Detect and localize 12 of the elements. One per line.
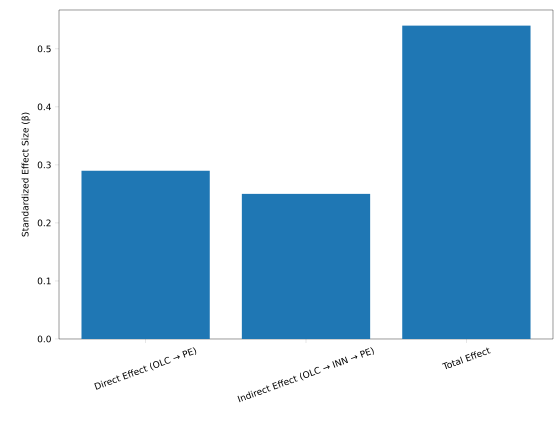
y-axis-title: Standardized Effect Size (β) bbox=[22, 112, 30, 236]
x-tick-label: Total Effect bbox=[442, 348, 491, 370]
y-tick-label: 0.1 bbox=[38, 278, 51, 284]
y-tick-label: 0.4 bbox=[38, 103, 51, 110]
bar bbox=[402, 26, 531, 339]
x-tick-label: Direct Effect (OLC → PE) bbox=[94, 347, 196, 390]
bar bbox=[242, 194, 370, 339]
y-tick-label: 0.0 bbox=[38, 336, 51, 342]
y-tick-label: 0.5 bbox=[38, 45, 51, 52]
bar bbox=[81, 170, 210, 339]
y-tick-label: 0.3 bbox=[38, 162, 51, 168]
y-tick-label: 0.2 bbox=[38, 220, 51, 226]
